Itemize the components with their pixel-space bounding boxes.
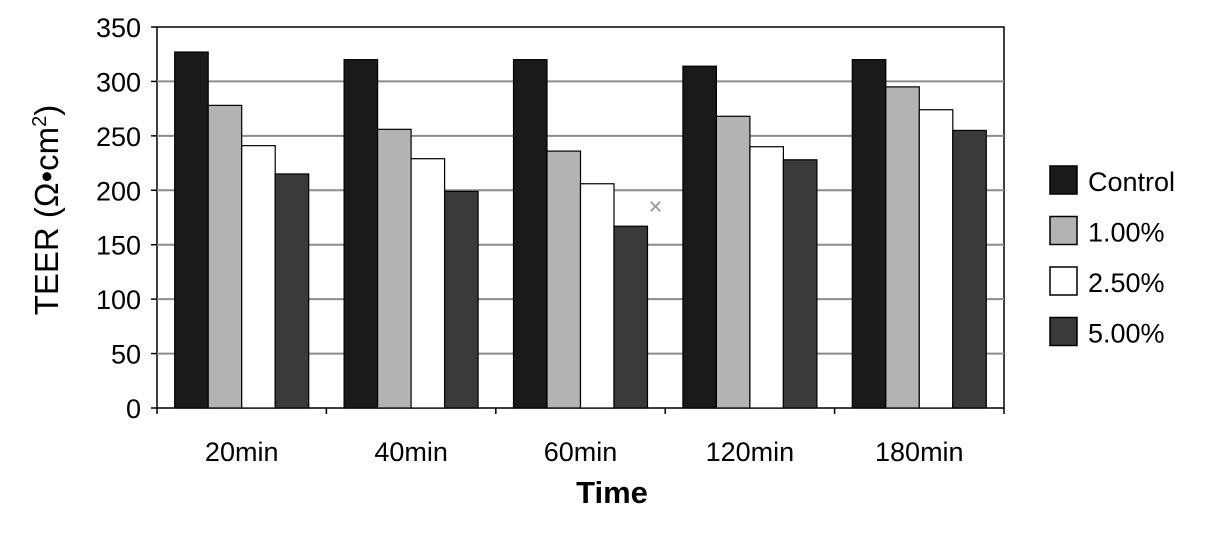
- legend-swatch: [1049, 266, 1078, 296]
- legend-swatch: [1049, 215, 1078, 246]
- y-tick-label: 50: [111, 340, 141, 370]
- y-tick-label: 300: [96, 67, 141, 97]
- bar: [952, 129, 987, 409]
- annotation-marker: ×: [648, 194, 662, 221]
- y-tick-label: 150: [96, 231, 141, 261]
- bar: [444, 190, 479, 409]
- legend-label: 5.00%: [1088, 319, 1165, 349]
- x-tick-label: 120min: [706, 437, 795, 467]
- bar: [377, 128, 412, 409]
- bar: [682, 65, 718, 409]
- legend-label: 1.00%: [1088, 218, 1165, 248]
- bar: [749, 146, 785, 409]
- y-tick-label: 0: [126, 394, 141, 424]
- bar: [512, 59, 548, 409]
- y-axis-title: TEER (Ω•cm2): [28, 105, 65, 316]
- x-axis-title: Time: [576, 475, 648, 510]
- y-tick-label: 200: [96, 176, 141, 206]
- bar: [174, 51, 209, 409]
- bar: [343, 59, 379, 409]
- bar: [851, 59, 887, 409]
- x-tick-label: 20min: [205, 437, 279, 467]
- bar: [241, 145, 276, 409]
- bar: [885, 86, 920, 409]
- legend-swatch: [1049, 316, 1078, 347]
- legend-label: 2.50%: [1088, 268, 1165, 298]
- x-tick-label: 40min: [374, 437, 448, 467]
- y-tick-label: 100: [96, 285, 141, 315]
- bar: [613, 225, 649, 409]
- bar: [782, 159, 818, 409]
- bar: [274, 173, 310, 409]
- bar: [715, 115, 751, 409]
- bar: [410, 158, 446, 409]
- y-tick-label: 350: [96, 13, 141, 43]
- x-tick-label: 180min: [875, 437, 964, 467]
- x-tick-label: 60min: [544, 437, 618, 467]
- y-tick-label: 250: [96, 122, 141, 152]
- bar: [918, 109, 954, 409]
- bar: [546, 150, 582, 409]
- legend-label: Control: [1088, 167, 1175, 197]
- legend-swatch: [1049, 165, 1078, 195]
- bar: [207, 104, 243, 409]
- bar: [579, 183, 615, 409]
